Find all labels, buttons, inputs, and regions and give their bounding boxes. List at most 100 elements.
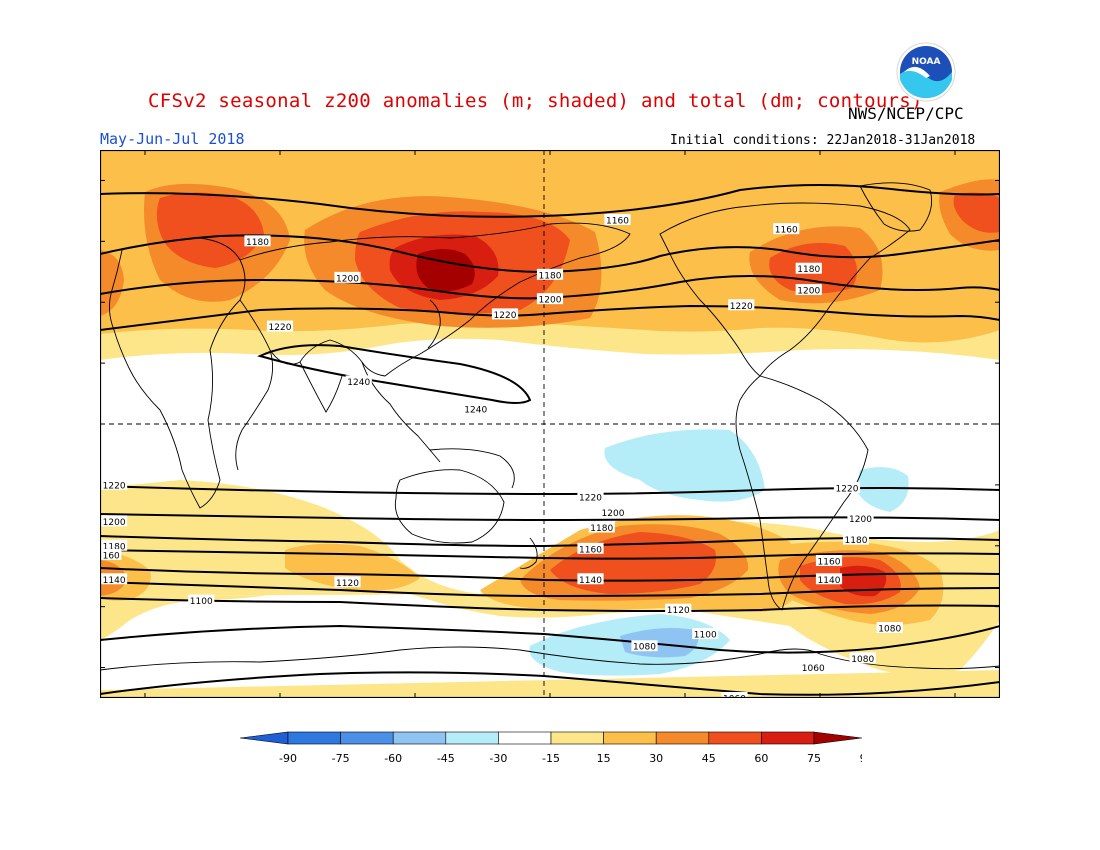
contour-label-box bbox=[345, 375, 372, 387]
contour-label-box bbox=[815, 573, 843, 585]
colorbar-segment bbox=[761, 731, 815, 745]
colorbar-tick-label: 90 bbox=[860, 752, 862, 765]
colorbar-tick-label: -45 bbox=[437, 752, 455, 765]
contour-label: 1160 bbox=[775, 226, 798, 236]
contour-label-box bbox=[536, 268, 564, 280]
contour-label-box bbox=[721, 692, 748, 698]
contour-label: 1060 bbox=[723, 695, 746, 699]
contour-label: 1100 bbox=[190, 597, 213, 607]
colorbar-segment bbox=[813, 731, 862, 745]
contour-label: 1220 bbox=[269, 323, 292, 333]
contour-label-box bbox=[604, 214, 631, 226]
chart-title: CFSv2 seasonal z200 anomalies (m; shaded… bbox=[148, 90, 923, 112]
contour-label: 1140 bbox=[818, 576, 841, 586]
contour-label-box bbox=[631, 640, 658, 652]
colorbar-tick-label: 30 bbox=[649, 752, 663, 765]
height-contours bbox=[100, 184, 1000, 696]
colorbar-segment bbox=[392, 731, 447, 745]
coastlines bbox=[100, 182, 1000, 671]
contour-label: 1160 bbox=[818, 558, 841, 568]
contour-label: 1060 bbox=[802, 664, 825, 674]
contour-label: 1220 bbox=[494, 311, 517, 321]
colorbar-tick-label: 45 bbox=[702, 752, 716, 765]
contour-label-box bbox=[101, 573, 128, 585]
season-period: May-Jun-Jul 2018 bbox=[100, 130, 245, 148]
contour-label: 1180 bbox=[845, 536, 868, 546]
colorbar-segment bbox=[708, 731, 762, 745]
contour-label: 1200 bbox=[336, 274, 359, 284]
initial-conditions: Initial conditions: 22Jan2018-31Jan2018 bbox=[670, 133, 976, 148]
contour-label-box bbox=[692, 628, 719, 640]
colorbar-segment bbox=[603, 731, 657, 745]
contour-label: 1180 bbox=[103, 542, 126, 552]
contour-label: 1200 bbox=[849, 515, 872, 525]
contour-label: 1200 bbox=[797, 287, 820, 297]
contour-label: 1240 bbox=[464, 405, 487, 415]
contour-label-box bbox=[876, 621, 903, 633]
contour-label-box bbox=[795, 284, 822, 296]
contour-label: 1120 bbox=[336, 579, 359, 589]
colorbar-tick-label: 60 bbox=[754, 752, 768, 765]
contour-labels: 1160118012001220118012001220122011601180… bbox=[101, 214, 903, 698]
contour-label-box bbox=[665, 603, 692, 615]
contour-label: 1220 bbox=[579, 494, 602, 504]
contour-label: 1100 bbox=[694, 631, 717, 641]
contour-label: 160 bbox=[103, 551, 120, 561]
colorbar-tick-label: 15 bbox=[597, 752, 611, 765]
colorbar-tick-label: 75 bbox=[807, 752, 821, 765]
contour-label-box bbox=[334, 271, 361, 283]
contour-label: 1140 bbox=[579, 576, 602, 586]
noaa-logo: NOAA bbox=[896, 42, 956, 102]
colorbar-tick-label: -75 bbox=[332, 752, 350, 765]
contour-label-box bbox=[833, 481, 861, 493]
colorbar-segment bbox=[498, 731, 552, 745]
colorbar-tick-label: -90 bbox=[279, 752, 297, 765]
contour-label-box bbox=[577, 542, 604, 554]
colorbar: -90 -75 -60 -45 -30 -15 15 30 45 60 75 90 bbox=[240, 731, 862, 765]
contour-label: 1120 bbox=[667, 606, 690, 616]
contour-label: 1080 bbox=[851, 655, 874, 665]
colorbar-tick-label: -60 bbox=[384, 752, 402, 765]
contour-label-box bbox=[101, 478, 128, 490]
contour-label: 1220 bbox=[103, 481, 126, 491]
contour-label: 1160 bbox=[579, 545, 602, 555]
colorbar-segment bbox=[550, 731, 604, 745]
contour-label: 1160 bbox=[606, 217, 629, 227]
contour-label-box bbox=[728, 299, 755, 311]
contour-label: 1080 bbox=[878, 624, 901, 634]
contour-label-box bbox=[101, 539, 128, 551]
colorbar-tick-label: -30 bbox=[489, 752, 507, 765]
contour-label-box bbox=[536, 293, 564, 305]
contour-label-box bbox=[577, 491, 604, 503]
contour-label-box bbox=[188, 594, 215, 606]
contour-label-box bbox=[334, 576, 361, 588]
contour-label: 1140 bbox=[103, 576, 126, 586]
contour-label: 1200 bbox=[602, 509, 625, 519]
agency-label: NWS/NCEP/CPC bbox=[848, 104, 964, 123]
contour-label: 1180 bbox=[590, 524, 613, 534]
contour-label: 1180 bbox=[246, 238, 269, 248]
map-plot: 80N60N40N20NEQ20S40S60S80S 060E120E18012… bbox=[100, 150, 1000, 698]
contour-label-box bbox=[795, 262, 822, 274]
contour-label-box bbox=[101, 548, 122, 560]
contour-label-box bbox=[462, 402, 489, 414]
colorbar-segment bbox=[240, 731, 289, 745]
colorbar-segment bbox=[445, 731, 499, 745]
colorbar-segment bbox=[287, 731, 341, 745]
contour-label: 1220 bbox=[730, 302, 753, 312]
contour-label-box bbox=[244, 235, 271, 247]
colorbar-tick-label: -15 bbox=[542, 752, 560, 765]
contour-label-box bbox=[491, 308, 519, 320]
contour-label-box bbox=[266, 320, 294, 332]
colorbar-segment bbox=[340, 731, 394, 745]
map-frame bbox=[100, 150, 1000, 698]
contour-label-box bbox=[815, 555, 843, 566]
contour-label: 1240 bbox=[347, 378, 370, 388]
contour-label-box bbox=[849, 652, 876, 664]
contour-label: 1180 bbox=[539, 271, 562, 281]
contour-label: 1080 bbox=[633, 643, 656, 653]
contour-label-box bbox=[588, 521, 615, 533]
contour-label-box bbox=[847, 512, 874, 524]
contour-label-box bbox=[842, 533, 870, 545]
contour-label: 1200 bbox=[103, 518, 126, 528]
